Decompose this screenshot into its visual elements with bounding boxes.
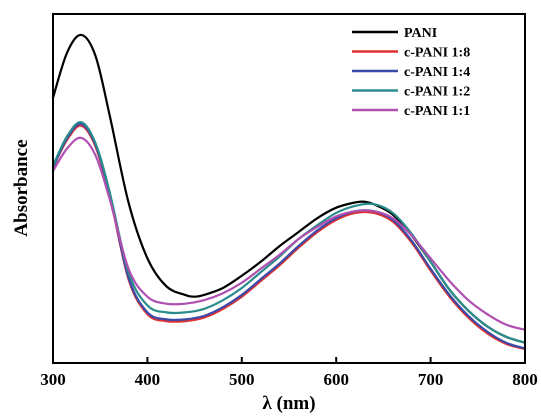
x-tick-label-600: 600	[323, 370, 349, 389]
y-axis-title: Absorbance	[11, 139, 32, 236]
x-tick-label-700: 700	[418, 370, 444, 389]
x-tick-label-800: 800	[512, 370, 538, 389]
series-line-c-pani-1-8	[51, 124, 527, 351]
x-axis-ticks: 300 400 500 600 700 800	[40, 357, 538, 389]
x-tick-label-300: 300	[40, 370, 66, 389]
x-tick-label-500: 500	[229, 370, 255, 389]
legend-label-c-pani-1-2: c-PANI 1:2	[404, 85, 470, 100]
legend: PANI c-PANI 1:8 c-PANI 1:4 c-PANI 1:2 c-PANI…	[352, 26, 470, 119]
series-line-c-pani-1-1	[51, 136, 527, 331]
series-layer	[51, 33, 527, 351]
legend-label-c-pani-1-4: c-PANI 1:4	[404, 65, 470, 80]
x-axis-title: λ (nm)	[262, 393, 315, 414]
plot-frame	[52, 13, 526, 364]
series-line-c-pani-1-4	[51, 122, 527, 350]
series-line-c-pani-1-2	[51, 121, 527, 344]
legend-label-c-pani-1-1: c-PANI 1:1	[404, 104, 470, 119]
legend-label-pani: PANI	[404, 26, 437, 41]
legend-label-c-pani-1-8: c-PANI 1:8	[404, 46, 470, 61]
x-tick-label-400: 400	[135, 370, 161, 389]
